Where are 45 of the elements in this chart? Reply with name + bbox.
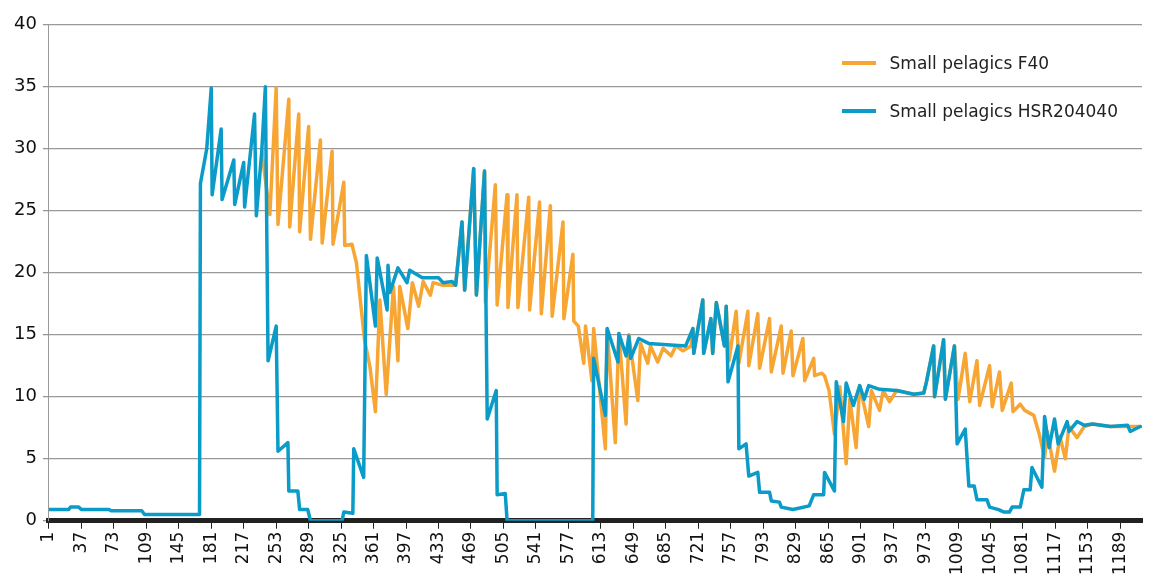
x-tick-label: 397 [394,531,415,565]
x-tick-label: 1117 [1043,531,1064,575]
x-tick-label: 721 [686,531,707,565]
x-tick-label: 253 [264,531,285,565]
y-tick-label: 10 [14,384,37,406]
x-tick-label: 577 [556,531,577,565]
x-tick-label: 613 [589,531,610,565]
x-tick-label: 1 [37,531,58,543]
y-tick-label: 35 [14,74,37,96]
x-tick-label: 325 [329,531,350,565]
x-tick-label: 361 [362,531,383,565]
legend-label: Small pelagics HSR204040 [889,101,1118,121]
x-tick-label: 865 [816,531,837,565]
y-tick-label: 30 [14,136,37,158]
x-tick-label: 685 [654,531,675,565]
x-tick-label: 649 [621,531,642,565]
y-tick-label: 25 [14,198,37,220]
x-tick-label: 901 [849,531,870,565]
x-tick-label: 1153 [1076,531,1097,575]
x-tick-label: 1045 [978,531,999,575]
x-tick-label: 793 [751,531,772,565]
x-tick-label: 1081 [1011,531,1032,575]
x-tick-label: 181 [199,531,220,565]
legend-label: Small pelagics F40 [889,53,1050,73]
x-tick-label: 217 [232,531,253,565]
x-tick-label: 541 [524,531,545,565]
x-tick-label: 829 [784,531,805,565]
x-tick-label: 937 [881,531,902,565]
y-tick-label: 5 [25,446,37,468]
x-tick-label: 109 [134,531,155,565]
x-tick-label: 505 [491,531,512,565]
x-tick-label: 973 [913,531,934,565]
y-tick-label: 20 [14,260,37,282]
y-tick-label: 0 [25,508,37,530]
x-tick-label: 289 [297,531,318,565]
x-tick-label: 757 [719,531,740,565]
y-tick-label: 40 [14,12,37,34]
x-tick-label: 37 [69,531,90,554]
y-tick-label: 15 [14,322,37,344]
x-tick-label: 469 [459,531,480,565]
x-tick-label: 1009 [946,531,967,575]
x-tick-label: 433 [426,531,447,565]
x-tick-label: 145 [167,531,188,565]
x-tick-label: 1189 [1108,531,1129,575]
x-tick-label: 73 [102,531,123,554]
